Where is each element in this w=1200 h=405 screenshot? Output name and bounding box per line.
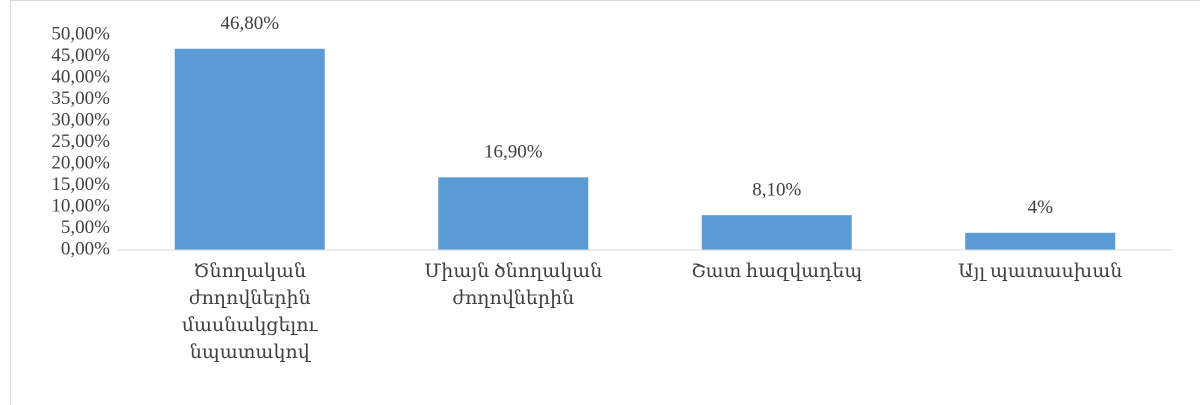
x-tick-label-box: Շատ հազվադեպ bbox=[691, 261, 863, 282]
value-label: 4% bbox=[1028, 197, 1054, 218]
x-tick-label: Այլ պատասխան bbox=[958, 261, 1123, 282]
value-label: 16,90% bbox=[484, 142, 543, 163]
y-tick-label: 25,00% bbox=[51, 131, 110, 152]
x-tick-label: Ծնողական ժողովներին մասնակցելու նպատակով bbox=[181, 261, 318, 363]
y-tick-label: 10,00% bbox=[51, 195, 110, 216]
y-tick-label: 35,00% bbox=[51, 88, 110, 109]
x-tick-label-box: Ծնողական ժողովներին մասնակցելու նպատակով bbox=[181, 261, 318, 363]
y-tick-label: 40,00% bbox=[51, 66, 110, 87]
bar bbox=[438, 177, 589, 250]
y-tick-label: 15,00% bbox=[51, 174, 110, 195]
bar bbox=[965, 232, 1116, 250]
value-label: 8,10% bbox=[752, 180, 801, 201]
x-tick-label-box: Միայն ծնողական ժողովներին bbox=[424, 261, 603, 309]
bar bbox=[174, 48, 325, 251]
bar bbox=[701, 215, 852, 250]
chart-frame bbox=[10, 0, 1200, 405]
y-tick-label: 0,00% bbox=[61, 238, 110, 259]
x-tick-label-box: Այլ պատասխան bbox=[958, 261, 1123, 282]
y-tick-label: 50,00% bbox=[51, 23, 110, 44]
x-tick-label: Միայն ծնողական ժողովներին bbox=[424, 261, 603, 309]
y-tick-label: 30,00% bbox=[51, 109, 110, 130]
y-tick-label: 20,00% bbox=[51, 152, 110, 173]
x-tick-label: Շատ հազվադեպ bbox=[691, 261, 863, 282]
y-tick-label: 5,00% bbox=[61, 217, 110, 238]
y-tick-label: 45,00% bbox=[51, 45, 110, 66]
value-label: 46,80% bbox=[220, 13, 279, 34]
